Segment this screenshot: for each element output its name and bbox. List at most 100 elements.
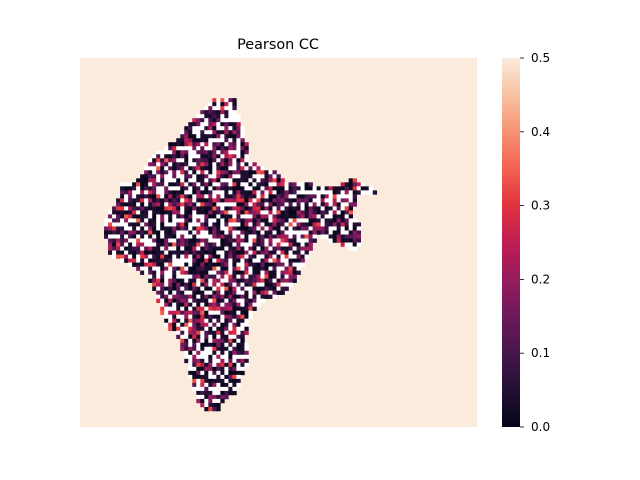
heatmap-cell (188, 374, 193, 380)
heatmap-cell (356, 234, 362, 239)
heatmap-cell (220, 362, 225, 368)
heatmap-cell (256, 262, 261, 267)
heatmap-cell (192, 170, 197, 175)
heatmap-cell (188, 370, 193, 376)
heatmap-cell (216, 110, 221, 115)
heatmap-cell (248, 166, 253, 171)
heatmap-cell (224, 294, 229, 299)
heatmap-cell (188, 310, 193, 315)
heatmap-cell (176, 206, 181, 211)
heatmap-cell (204, 246, 209, 251)
heatmap-cell (244, 222, 249, 227)
heatmap-cell (208, 126, 213, 131)
heatmap-cell (152, 166, 157, 171)
heatmap-cell (292, 246, 297, 251)
heatmap-cell (308, 210, 313, 215)
heatmap-cell (148, 242, 153, 247)
heatmap-cell (276, 290, 281, 295)
heatmap-cell (320, 194, 325, 199)
heatmap-cell (212, 174, 217, 179)
heatmap-cell (264, 206, 269, 211)
heatmap-cell (272, 170, 277, 175)
heatmap-cell (188, 258, 193, 263)
heatmap-cell (204, 342, 209, 348)
heatmap-cell (280, 254, 285, 259)
heatmap-cell (240, 246, 245, 251)
heatmap-cell (232, 346, 237, 352)
heatmap-cell (292, 254, 297, 259)
heatmap-cell (232, 134, 237, 139)
heatmap-cell (244, 274, 249, 279)
heatmap-cell (228, 358, 233, 364)
heatmap-cell (200, 298, 205, 303)
heatmap-cell (196, 362, 201, 368)
heatmap-cell (228, 242, 233, 247)
heatmap-cell (244, 346, 249, 352)
heatmap-cell (212, 350, 217, 356)
heatmap-cell (212, 286, 217, 291)
heatmap-cell (352, 226, 357, 231)
heatmap-cell (208, 354, 213, 360)
heatmap-cell (264, 282, 269, 287)
heatmap-cell (172, 186, 177, 191)
heatmap-cell (240, 358, 245, 364)
heatmap-cell (176, 310, 181, 315)
heatmap-cell (212, 334, 217, 340)
heatmap-cell (212, 250, 217, 255)
heatmap-cell (200, 282, 205, 287)
heatmap-cell (248, 222, 253, 227)
heatmap-cell (168, 182, 173, 187)
heatmap-cell (348, 218, 353, 223)
heatmap-cell (196, 306, 201, 311)
heatmap-cell (244, 158, 249, 163)
heatmap-cell (164, 266, 169, 271)
heatmap-cell (240, 206, 245, 211)
heatmap-cell (164, 174, 169, 179)
heatmap-cell (288, 222, 293, 227)
heatmap-cell (136, 238, 141, 243)
heatmap-cell (336, 234, 341, 239)
heatmap-cell (252, 238, 257, 243)
heatmap-cell (168, 218, 173, 223)
heatmap-cell (152, 250, 157, 255)
heatmap-cell (248, 270, 253, 275)
heatmap-cell (288, 250, 293, 255)
heatmap-cell (280, 262, 285, 267)
heatmap-cell (256, 234, 261, 239)
heatmap-cell (252, 282, 257, 287)
heatmap-cell (164, 298, 169, 303)
heatmap-cell (352, 186, 357, 191)
heatmap-cell (128, 262, 133, 267)
heatmap-cell (288, 190, 293, 195)
heatmap-cell (256, 286, 261, 291)
heatmap-cell (288, 274, 293, 279)
heatmap-cell (324, 210, 329, 215)
heatmap-cell (160, 234, 165, 239)
heatmap-cell (212, 282, 217, 287)
heatmap-cell (192, 158, 197, 163)
heatmap-cell (180, 270, 185, 275)
heatmap-cell (124, 182, 129, 187)
heatmap-cell (228, 114, 233, 119)
heatmap-cell (136, 230, 141, 235)
heatmap-cell (180, 298, 185, 303)
heatmap-cell (352, 238, 357, 243)
heatmap-cell (256, 282, 261, 287)
heatmap-cell (240, 338, 245, 344)
heatmap-cell (172, 222, 177, 227)
heatmap-cell (148, 274, 153, 279)
heatmap-cell (232, 174, 237, 179)
heatmap-cell (188, 290, 193, 295)
heatmap-cell (340, 194, 345, 199)
heatmap-cell (224, 186, 229, 191)
heatmap-cell (280, 190, 285, 195)
heatmap-cell (304, 234, 309, 239)
heatmap-cell (192, 386, 197, 392)
heatmap-cell (204, 222, 209, 227)
heatmap-cell (172, 290, 177, 295)
heatmap-cell (152, 186, 157, 191)
heatmap-cell (188, 234, 193, 239)
heatmap-cell (212, 306, 217, 311)
heatmap-cell (184, 270, 189, 275)
heatmap-cell (256, 226, 261, 231)
